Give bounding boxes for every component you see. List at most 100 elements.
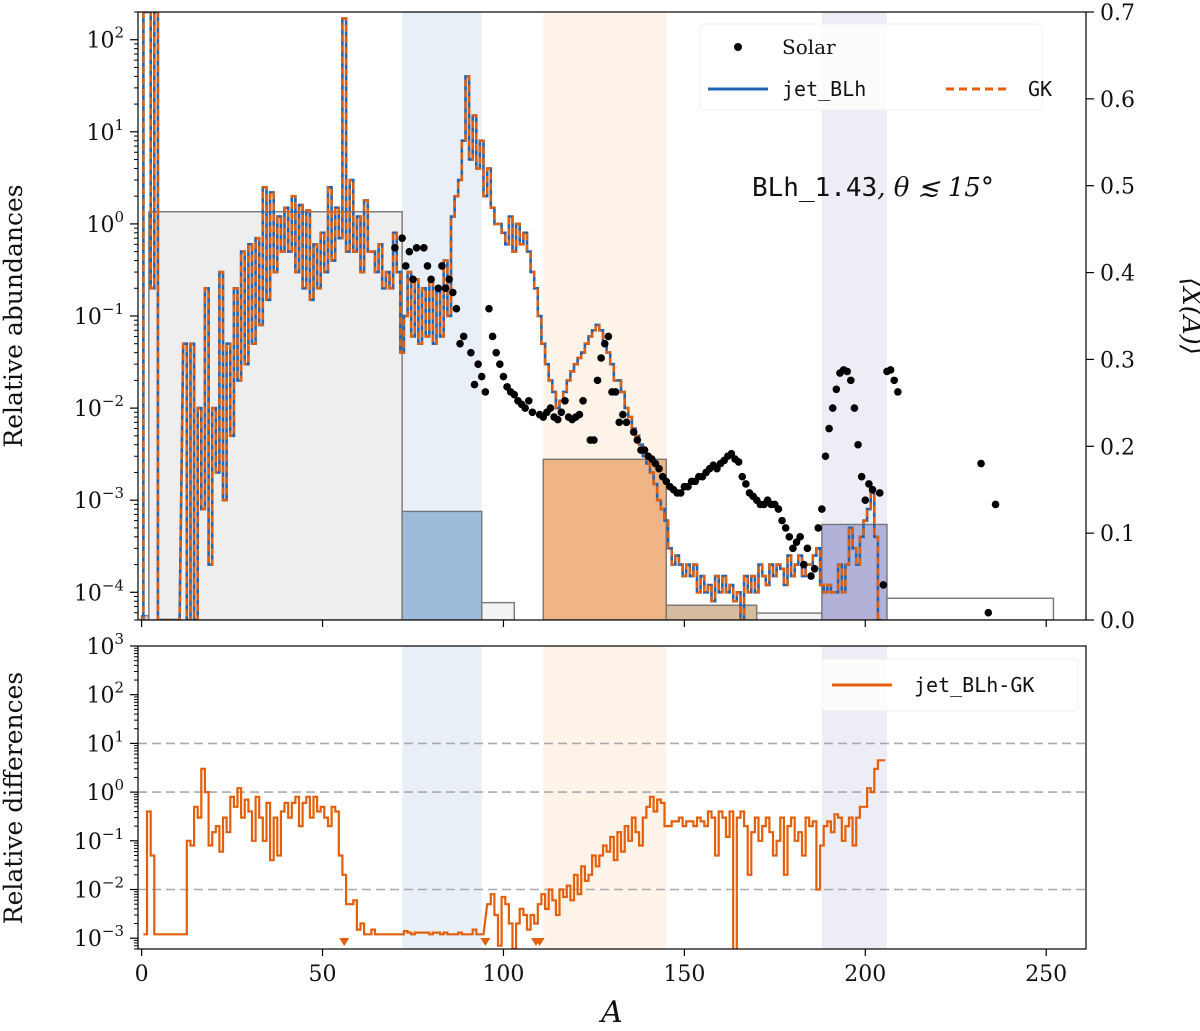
histogram-bin-6	[756, 612, 823, 620]
right-ytick-label-5: 0.5	[1100, 175, 1135, 200]
solar-point-24	[492, 348, 501, 357]
solar-point-112	[821, 452, 830, 461]
solar-point-105	[796, 533, 804, 541]
bottom-panel: 0 50 100 150 200 250 10−3 10−2 10−1 100 101 102 103…	[0, 630, 1087, 1030]
bottom-ytick-label-5: 102	[86, 679, 124, 709]
solar-point-62	[640, 446, 649, 454]
svg-text:BLh_1.43, θ ≲ 15°: BLh_1.43, θ ≲ 15°	[752, 173, 994, 203]
legend-gk-label: GK	[1028, 77, 1052, 101]
right-ytick-label-1: 0.1	[1100, 522, 1135, 547]
solar-point-103	[789, 544, 797, 553]
solar-point-108	[807, 572, 815, 580]
annotation-code: BLh_1.43	[752, 173, 877, 203]
solar-point-50	[593, 376, 602, 385]
solar-point-101	[781, 524, 790, 532]
solar-point-134	[991, 500, 1000, 509]
bottom-reference-lines	[138, 742, 1086, 891]
top-y-axis-label: Relative abundances	[0, 184, 28, 447]
solar-point-111	[818, 505, 826, 513]
solar-point-40	[553, 415, 562, 424]
legend-jet-blh-label: jet_BLh	[782, 77, 866, 101]
solar-point-20	[477, 372, 486, 381]
solar-point-11	[441, 284, 450, 293]
right-ytick-label-2: 0.2	[1100, 435, 1135, 460]
bottom-y-axis-label: Relative differences	[0, 672, 28, 924]
lower-limit-marker-0	[339, 938, 350, 946]
solar-point-41	[557, 408, 566, 417]
solar-point-15	[456, 339, 464, 348]
solar-point-130	[890, 376, 899, 385]
lower-limit-markers	[339, 938, 545, 946]
bottom-ytick-label-4: 101	[86, 727, 124, 757]
top-right-axis-label: ⟨X(A)⟩	[1176, 277, 1200, 355]
solar-point-14	[452, 304, 461, 313]
bottom-ytick-label-0: 10−3	[74, 922, 124, 952]
solar-point-4	[409, 275, 417, 284]
solar-point-125	[868, 485, 877, 494]
solar-point-33	[524, 397, 533, 405]
top-series-lines	[139, 12, 882, 620]
bottom-x-ticks: 0 50 100 150 200 250	[135, 949, 1067, 987]
top-ytick-label-3: 10−1	[74, 300, 124, 330]
top-x-ticks	[141, 620, 1047, 627]
lower-limit-marker-1	[480, 938, 491, 946]
solar-point-6	[420, 244, 428, 252]
series-gk	[139, 12, 882, 620]
histogram-bin-4	[542, 458, 667, 620]
solar-point-110	[814, 524, 823, 532]
solar-point-126	[875, 489, 884, 497]
right-ytick-label-0: 0.0	[1100, 609, 1135, 634]
top-ytick-label-1: 10−3	[74, 484, 124, 514]
bottom-ytick-label-2: 10−1	[74, 825, 124, 855]
solar-point-59	[629, 428, 638, 436]
top-legend: Solar jet_BLh GK	[699, 23, 1052, 111]
solar-point-107	[803, 544, 812, 553]
lower-limit-marker-3	[534, 938, 545, 946]
solar-point-46	[575, 410, 584, 419]
solar-point-133	[984, 608, 993, 617]
solar-point-100	[778, 516, 786, 525]
solar-point-114	[828, 404, 837, 412]
solar-point-104	[792, 538, 801, 546]
histogram-bin-7	[821, 523, 888, 620]
right-ytick-label-4: 0.4	[1100, 262, 1135, 287]
solar-point-26	[499, 372, 508, 381]
solar-point-121	[854, 440, 862, 449]
solar-point-13	[448, 288, 457, 297]
bottom-xtick-label-0: 0	[135, 962, 149, 987]
solar-point-124	[865, 480, 873, 488]
histogram-bin-8	[886, 597, 1055, 620]
solar-point-7	[423, 262, 432, 270]
solar-point-23	[488, 332, 497, 341]
top-ytick-label-6: 102	[86, 24, 124, 54]
solar-point-55	[611, 388, 620, 396]
right-ytick-label-3: 0.3	[1100, 348, 1135, 373]
solar-point-115	[832, 385, 841, 394]
solar-point-131	[894, 388, 902, 396]
solar-point-102	[785, 533, 794, 541]
bottom-ytick-label-6: 103	[86, 630, 124, 660]
solar-point-10	[438, 262, 446, 270]
solar-point-109	[810, 564, 819, 573]
solar-point-38	[546, 404, 555, 412]
top-ytick-label-0: 10−4	[74, 576, 124, 606]
solar-point-58	[622, 418, 631, 427]
bottom-ytick-label-1: 10−2	[74, 873, 124, 903]
solar-point-66	[655, 464, 663, 473]
solar-point-122	[857, 472, 866, 481]
solar-point-47	[579, 397, 587, 405]
solar-points	[391, 234, 1000, 617]
solar-point-132	[977, 459, 985, 468]
solar-point-32	[521, 404, 529, 412]
solar-point-129	[886, 366, 895, 374]
bottom-band-1	[543, 646, 667, 949]
solar-point-12	[445, 275, 453, 284]
bottom-ytick-label-3: 100	[86, 776, 124, 806]
bottom-legend: jet_BLh-GK	[821, 658, 1079, 712]
solar-point-29	[510, 390, 519, 399]
bottom-band-0	[402, 646, 482, 949]
solar-point-0	[391, 244, 399, 252]
solar-point-127	[879, 581, 888, 589]
